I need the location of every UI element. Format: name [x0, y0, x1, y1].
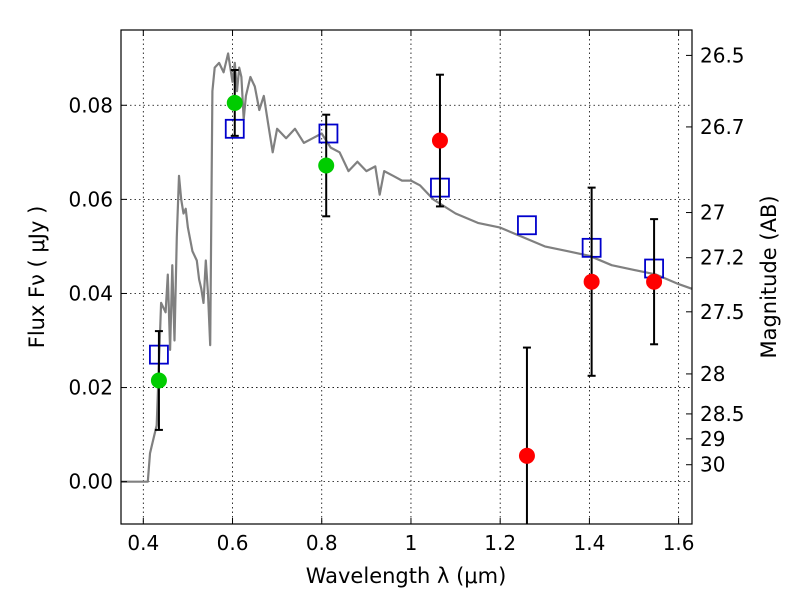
red-data-point — [431, 132, 448, 149]
x-tick-label: 1.4 — [573, 531, 605, 555]
x-tick-label: 0.4 — [127, 531, 159, 555]
y2-tick-label: 28.5 — [700, 402, 745, 426]
y2-tick-label: 30 — [700, 453, 725, 477]
y-tick-label: 0.02 — [68, 376, 113, 400]
x-tick-label: 1.2 — [484, 531, 516, 555]
photometry-square-point — [318, 123, 339, 144]
y2-tick-label: 27.5 — [700, 300, 745, 324]
photometry-square-point — [517, 215, 537, 236]
y-axis-label: Flux Fν ( μJy ) — [25, 206, 49, 349]
red-data-point — [518, 447, 535, 464]
grid-lines — [121, 30, 692, 524]
green-data-point — [150, 372, 167, 389]
ticks — [121, 30, 692, 524]
y-tick-label: 0.06 — [68, 187, 113, 211]
y-tick-label: 0.04 — [68, 281, 113, 305]
y-tick-label: 0.08 — [68, 93, 113, 117]
y2-tick-label: 29 — [700, 427, 725, 451]
x-tick-label: 1.6 — [663, 531, 695, 555]
model-spectrum-line — [121, 52, 693, 483]
x-tick-label: 0.6 — [217, 531, 249, 555]
green-data-point — [318, 157, 335, 174]
red-data-point — [646, 273, 663, 290]
y2-tick-label: 27.2 — [700, 246, 745, 270]
x-axis-label: Wavelength λ (μm) — [306, 564, 507, 588]
y2-tick-label: 26.5 — [700, 43, 745, 67]
y-tick-label: 0.00 — [68, 470, 113, 494]
red-data-point — [583, 273, 600, 290]
plot-frame — [120, 29, 693, 525]
y-tick-labels: 0.00 0.02 0.04 0.06 0.08 — [68, 93, 113, 493]
y2-axis-label: Magnitude (AB) — [757, 195, 781, 358]
y2-tick-label: 27 — [700, 201, 725, 225]
x-tick-labels: 0.4 0.6 0.8 1 1.2 1.4 1.6 — [127, 531, 694, 555]
x-tick-label: 0.8 — [306, 531, 338, 555]
y2-tick-label: 26.7 — [700, 115, 745, 139]
green-data-point — [226, 94, 243, 111]
series-layer — [121, 52, 693, 524]
x-tick-label: 1 — [405, 531, 418, 555]
y2-tick-label: 28 — [700, 362, 725, 386]
